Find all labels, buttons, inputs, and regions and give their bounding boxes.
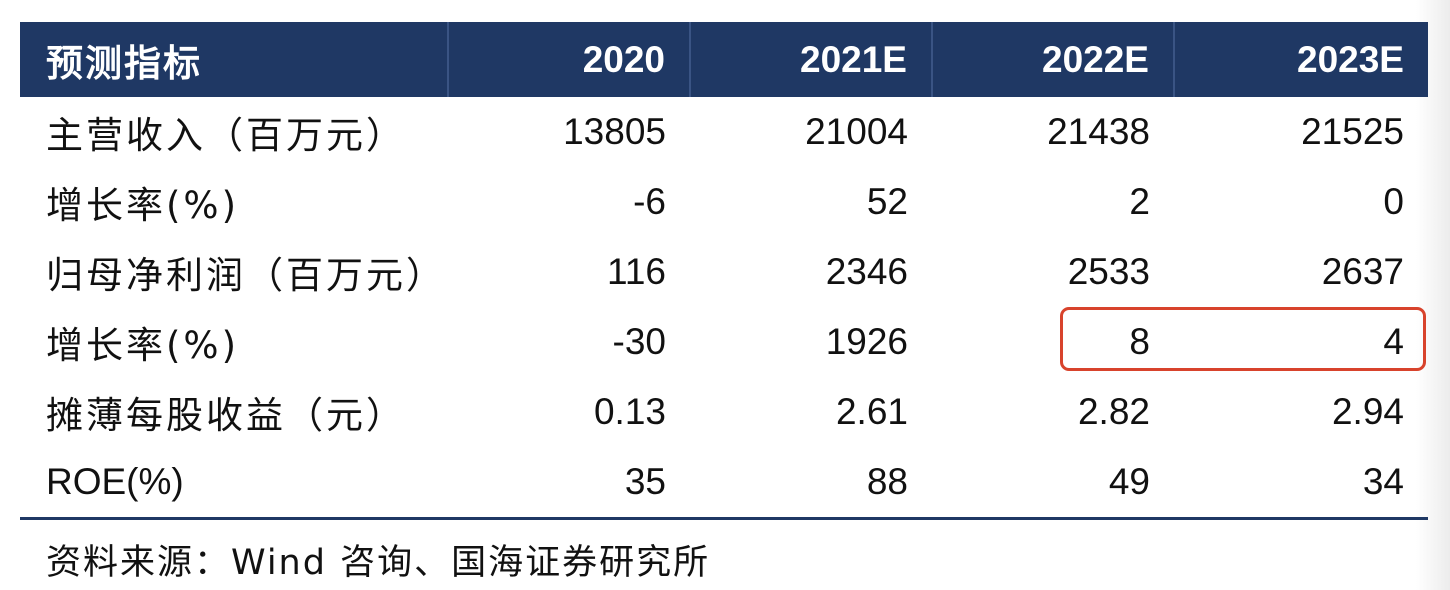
header-label: 预测指标 xyxy=(20,22,448,97)
source-note: 资料来源：Wind 咨询、国海证券研究所 xyxy=(46,543,711,583)
row-value: 0.13 xyxy=(593,391,666,432)
table-row: 归母净利润（百万元） 116 2346 2533 2637 xyxy=(20,237,1428,307)
row-value: 0 xyxy=(1383,181,1404,222)
table-row: 摊薄每股收益（元） 0.13 2.61 2.82 2.94 xyxy=(20,377,1428,447)
table-row: 主营收入（百万元） 13805 21004 21438 21525 xyxy=(20,97,1428,167)
row-value: 1926 xyxy=(825,321,908,362)
row-value: 2.82 xyxy=(1077,391,1150,432)
row-label: 归母净利润（百万元） xyxy=(46,254,446,297)
row-label: ROE(%) xyxy=(20,447,448,520)
table-row: 增长率(%) -6 52 2 0 xyxy=(20,167,1428,237)
row-value: 21438 xyxy=(1047,111,1150,152)
header-year: 2023E xyxy=(1173,22,1428,97)
row-value: 2.61 xyxy=(835,391,908,432)
row-value: -6 xyxy=(633,181,666,222)
row-value: 21525 xyxy=(1301,111,1404,152)
row-label: 增长率(%) xyxy=(46,324,240,367)
table-row: 增长率(%) -30 1926 8 4 xyxy=(20,307,1428,377)
row-value: 35 xyxy=(448,447,690,520)
row-value: 52 xyxy=(866,181,908,222)
row-label: 主营收入（百万元） xyxy=(46,114,406,157)
row-value: -30 xyxy=(612,321,666,362)
row-value: 2346 xyxy=(825,251,908,292)
row-label: 摊薄每股收益（元） xyxy=(46,394,406,437)
row-value: 21004 xyxy=(805,111,908,152)
header-year: 2022E xyxy=(931,22,1174,97)
row-value: 4 xyxy=(1383,321,1404,362)
row-value: 49 xyxy=(932,447,1174,520)
row-value: 2 xyxy=(1129,181,1150,222)
row-value: 34 xyxy=(1174,447,1428,520)
row-value: 2533 xyxy=(1067,251,1150,292)
row-value: 88 xyxy=(690,447,932,520)
table-row: ROE(%) 35 88 49 34 xyxy=(20,447,1428,520)
row-value: 2637 xyxy=(1321,251,1404,292)
row-value: 2.94 xyxy=(1331,391,1404,432)
forecast-table: 预测指标 2020 2021E 2022E 2023E 主营收入（百万元） 13… xyxy=(20,22,1428,520)
row-label: 增长率(%) xyxy=(46,184,240,227)
header-year: 2021E xyxy=(689,22,932,97)
table-header-row: 预测指标 2020 2021E 2022E 2023E xyxy=(20,22,1428,97)
row-value: 13805 xyxy=(563,111,666,152)
header-year: 2020 xyxy=(447,22,690,97)
row-value: 8 xyxy=(1129,321,1150,362)
forecast-table-container: 预测指标 2020 2021E 2022E 2023E 主营收入（百万元） 13… xyxy=(20,22,1428,520)
row-value: 116 xyxy=(607,251,666,292)
